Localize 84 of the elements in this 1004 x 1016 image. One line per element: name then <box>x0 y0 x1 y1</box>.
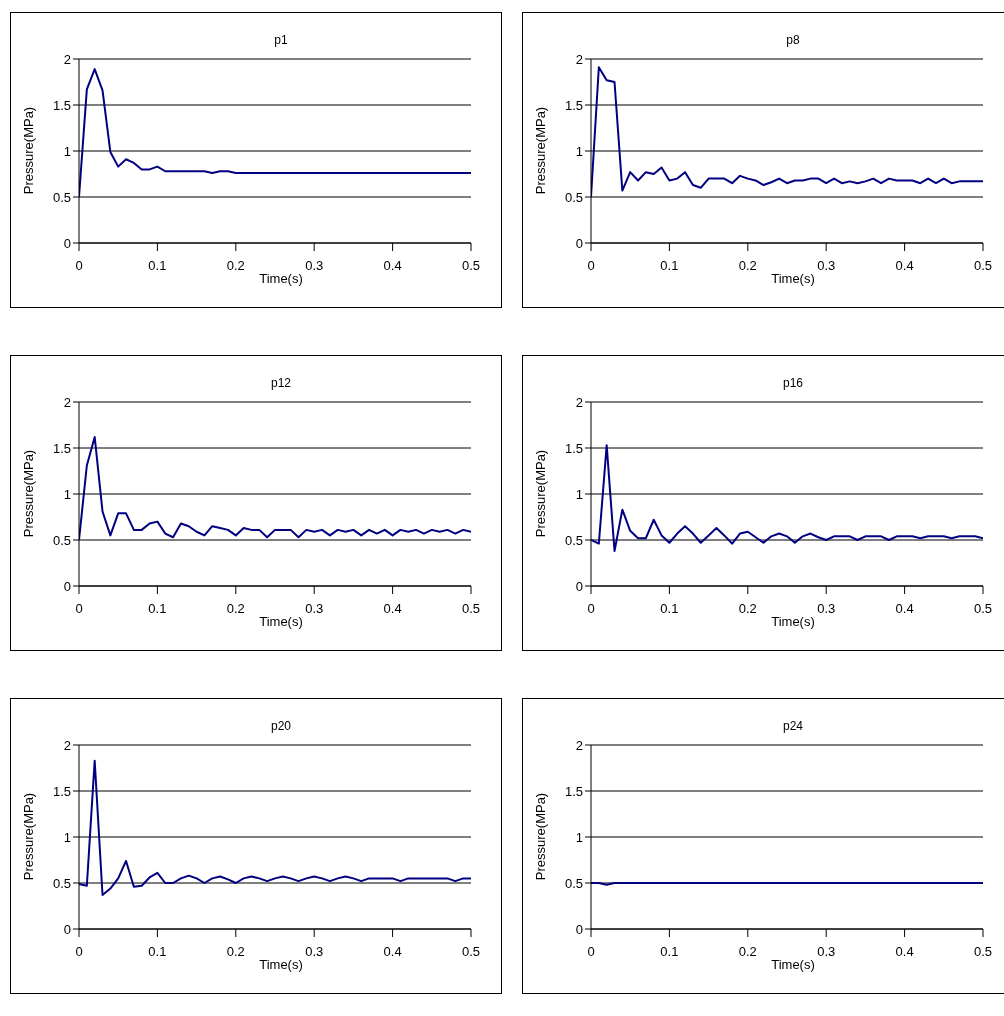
x-tick-label: 0 <box>75 944 83 960</box>
x-tick-label: 0.1 <box>660 258 679 274</box>
y-tick-label: 0.5 <box>52 875 71 891</box>
x-axis-title: Time(s) <box>259 614 303 629</box>
x-tick-label: 0 <box>587 258 595 274</box>
y-tick-label: 0.5 <box>564 875 583 891</box>
y-tick-label: 2 <box>575 394 583 410</box>
y-axis-title: Pressure(MPa) <box>533 792 549 881</box>
y-tick-label: 0 <box>63 578 71 594</box>
chart-title: p12 <box>270 376 292 390</box>
y-tick-label: 0.5 <box>52 189 71 205</box>
y-tick-label: 0 <box>63 235 71 251</box>
y-tick-label: 0.5 <box>564 189 583 205</box>
x-tick-label: 0.5 <box>461 944 481 960</box>
x-tick-label: 0.2 <box>226 258 245 274</box>
x-axis-title: Time(s) <box>259 957 303 972</box>
x-tick-label: 0.4 <box>895 944 914 960</box>
chart-title: p24 <box>782 719 804 733</box>
x-tick-label: 0.4 <box>383 258 402 274</box>
y-axis-title: Pressure(MPa) <box>21 449 37 538</box>
x-tick-label: 0.2 <box>738 258 757 274</box>
y-tick-label: 1.5 <box>564 783 583 799</box>
y-tick-label: 0 <box>575 921 583 937</box>
y-axis-title: Pressure(MPa) <box>533 449 549 538</box>
x-tick-label: 0.5 <box>461 258 481 274</box>
x-tick-label: 0.1 <box>660 944 679 960</box>
x-tick-label: 0 <box>75 258 83 274</box>
x-tick-label: 0.5 <box>973 601 993 617</box>
x-tick-label: 0.1 <box>660 601 679 617</box>
y-tick-label: 1 <box>575 829 583 845</box>
x-axis-title: Time(s) <box>771 957 815 972</box>
x-tick-label: 0.5 <box>973 944 993 960</box>
x-tick-label: 0 <box>75 601 83 617</box>
x-tick-label: 0.5 <box>973 258 993 274</box>
y-tick-label: 2 <box>575 737 583 753</box>
y-axis-title: Pressure(MPa) <box>533 106 549 195</box>
x-tick-label: 0.2 <box>226 601 245 617</box>
y-tick-label: 1 <box>63 486 71 502</box>
x-tick-label: 0.3 <box>817 601 836 617</box>
y-tick-label: 1 <box>63 829 71 845</box>
x-axis-title: Time(s) <box>259 271 303 286</box>
y-tick-label: 1.5 <box>52 440 71 456</box>
x-tick-label: 0.3 <box>305 258 324 274</box>
x-tick-label: 0.4 <box>895 258 914 274</box>
x-tick-label: 0.2 <box>738 601 757 617</box>
x-tick-label: 0.4 <box>895 601 914 617</box>
x-tick-label: 0 <box>587 944 595 960</box>
y-tick-label: 2 <box>575 51 583 67</box>
y-tick-label: 2 <box>63 51 71 67</box>
x-tick-label: 0.3 <box>305 944 324 960</box>
chart-title: p20 <box>270 719 292 733</box>
y-tick-label: 2 <box>63 394 71 410</box>
y-tick-label: 0.5 <box>52 532 71 548</box>
chart-title: p1 <box>273 33 289 47</box>
y-tick-label: 1.5 <box>52 97 71 113</box>
y-axis-title: Pressure(MPa) <box>21 792 37 881</box>
chart-title: p16 <box>782 376 804 390</box>
x-tick-label: 0.1 <box>148 258 167 274</box>
x-tick-label: 0.3 <box>305 601 324 617</box>
y-tick-label: 1.5 <box>52 783 71 799</box>
y-tick-label: 0.5 <box>564 532 583 548</box>
y-axis-title: Pressure(MPa) <box>21 106 37 195</box>
y-tick-label: 0 <box>575 578 583 594</box>
y-tick-label: 0 <box>63 921 71 937</box>
x-axis-title: Time(s) <box>771 614 815 629</box>
y-tick-label: 1 <box>63 143 71 159</box>
y-tick-label: 1.5 <box>564 440 583 456</box>
y-tick-label: 0 <box>575 235 583 251</box>
y-tick-label: 1 <box>575 486 583 502</box>
y-tick-label: 2 <box>63 737 71 753</box>
y-tick-label: 1 <box>575 143 583 159</box>
y-tick-label: 1.5 <box>564 97 583 113</box>
x-tick-label: 0.3 <box>817 944 836 960</box>
x-tick-label: 0.2 <box>226 944 245 960</box>
x-axis-title: Time(s) <box>771 271 815 286</box>
x-tick-label: 0.5 <box>461 601 481 617</box>
x-tick-label: 0.4 <box>383 944 402 960</box>
chart-title: p8 <box>785 33 801 47</box>
x-tick-label: 0.1 <box>148 944 167 960</box>
x-tick-label: 0.2 <box>738 944 757 960</box>
x-tick-label: 0.1 <box>148 601 167 617</box>
x-tick-label: 0 <box>587 601 595 617</box>
x-tick-label: 0.3 <box>817 258 836 274</box>
x-tick-label: 0.4 <box>383 601 402 617</box>
